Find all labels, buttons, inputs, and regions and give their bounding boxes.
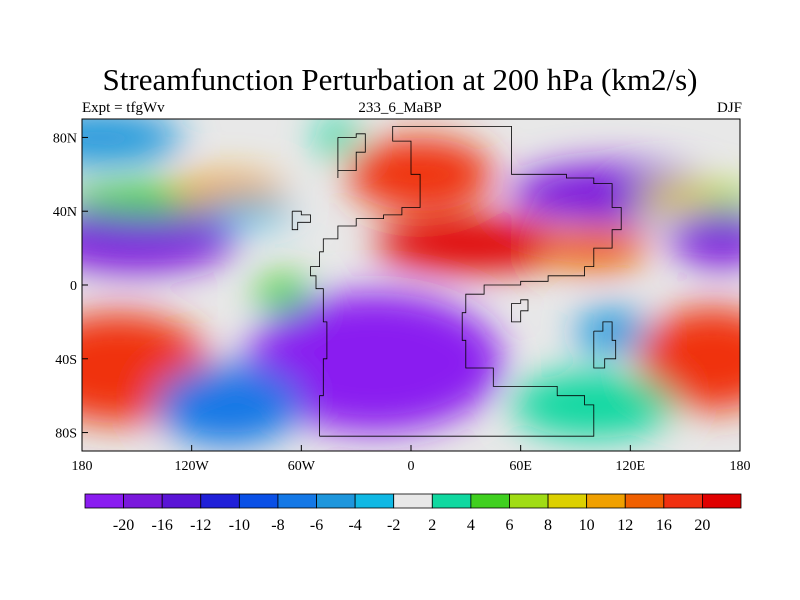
y-tick-label: 40S [55, 353, 77, 368]
colorbar-label: 20 [694, 517, 710, 534]
subtitle-center: 233_6_MaBP [358, 100, 442, 116]
coastline-3 [593, 321, 617, 369]
colorbar-swatch [161, 493, 202, 509]
colorbar-swatch [393, 493, 433, 509]
colorbar-label: 12 [617, 517, 633, 534]
coastline-4 [511, 299, 529, 323]
colorbar-swatch [663, 493, 703, 509]
colorbar-label: -2 [387, 517, 400, 534]
colorbar-label: 16 [656, 517, 672, 534]
colorbar-swatch [316, 493, 356, 509]
colorbar-label: 10 [579, 517, 595, 534]
colorbar-label: -20 [113, 517, 134, 534]
field-feature-11 [374, 216, 576, 273]
field-feature-6 [246, 292, 503, 433]
colorbar-label: -10 [229, 517, 250, 534]
colorbar-swatch [123, 493, 163, 509]
x-tick-label: 60W [288, 459, 316, 474]
colorbar-label: -4 [348, 517, 361, 534]
colorbar-label: 4 [467, 517, 475, 534]
coastline-1 [337, 133, 366, 178]
y-tick-label: 40N [53, 205, 77, 220]
subtitle-left: Expt = tfgWv [82, 100, 165, 116]
x-tick-label: 180 [730, 459, 751, 474]
y-tick-label: 0 [70, 279, 77, 294]
colorbar-label: -12 [190, 517, 211, 534]
colorbar-label: -8 [271, 517, 284, 534]
x-tick-label: 120E [616, 459, 646, 474]
colorbar-swatch [277, 493, 317, 509]
colorbar-swatch [238, 493, 279, 509]
colorbar-swatch [509, 493, 549, 509]
chart-title: Streamfunction Perturbation at 200 hPa (… [102, 62, 698, 97]
field-feature-15 [703, 187, 740, 217]
colorbar-swatch [624, 493, 665, 509]
colorbar-swatch [431, 493, 472, 509]
coastline-0 [310, 126, 622, 437]
colorbar-label: 8 [544, 517, 552, 534]
x-tick-label: 60E [509, 459, 532, 474]
colorbar-swatch [200, 493, 240, 509]
colorbar-swatch [354, 493, 395, 509]
coastline-2 [291, 210, 311, 231]
x-tick-label: 120W [175, 459, 210, 474]
subtitle-right: DJF [716, 100, 742, 116]
colorbar-label: 2 [428, 517, 436, 534]
field-feature-16 [670, 211, 740, 267]
field-feature-8 [255, 275, 311, 313]
x-tick-label: 0 [408, 459, 415, 474]
colorbar-label: -6 [310, 517, 323, 534]
colorbar-swatch [470, 493, 510, 509]
field-feature-17 [639, 307, 740, 411]
colorbar-label: 6 [505, 517, 513, 534]
colorbar-swatch [84, 493, 124, 509]
colorbar-swatch [702, 493, 742, 509]
colorbar-swatch [547, 493, 588, 509]
field-feature-5 [200, 198, 293, 225]
field-feature-7 [155, 364, 302, 446]
field-feature-0 [82, 205, 238, 273]
colorbar-swatch [586, 493, 626, 509]
y-tick-label: 80N [53, 131, 77, 146]
field-feature-1 [82, 119, 183, 164]
y-tick-label: 80S [55, 427, 77, 442]
colorbar-label: -16 [152, 517, 173, 534]
x-tick-label: 180 [72, 459, 93, 474]
